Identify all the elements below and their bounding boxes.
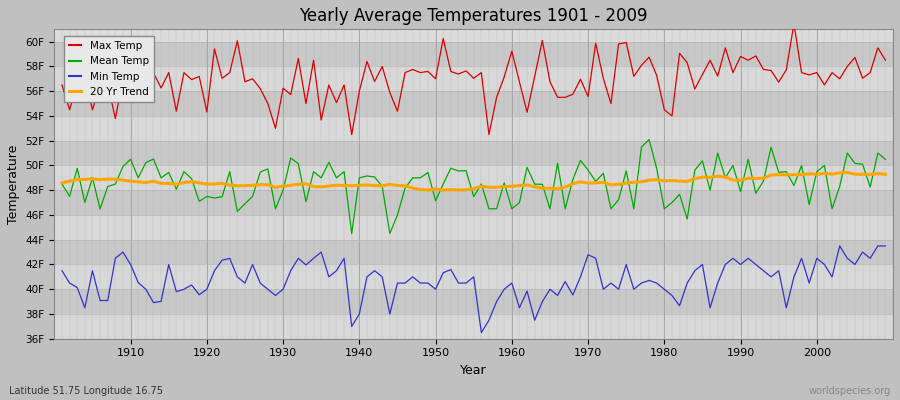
Bar: [54, 314, 893, 339]
Text: worldspecies.org: worldspecies.org: [809, 386, 891, 396]
Bar: [54, 91, 893, 116]
Bar: [54, 289, 893, 314]
Bar: [54, 116, 893, 141]
Bar: [54, 240, 893, 264]
Bar: [54, 264, 893, 289]
Y-axis label: Temperature: Temperature: [7, 144, 20, 224]
Bar: [54, 42, 893, 66]
X-axis label: Year: Year: [461, 364, 487, 377]
Text: Latitude 51.75 Longitude 16.75: Latitude 51.75 Longitude 16.75: [9, 386, 163, 396]
Bar: [54, 141, 893, 166]
Title: Yearly Average Temperatures 1901 - 2009: Yearly Average Temperatures 1901 - 2009: [300, 7, 648, 25]
Bar: [54, 66, 893, 91]
Bar: [54, 190, 893, 215]
Bar: [54, 166, 893, 190]
Bar: [54, 215, 893, 240]
Legend: Max Temp, Mean Temp, Min Temp, 20 Yr Trend: Max Temp, Mean Temp, Min Temp, 20 Yr Tre…: [64, 36, 154, 102]
